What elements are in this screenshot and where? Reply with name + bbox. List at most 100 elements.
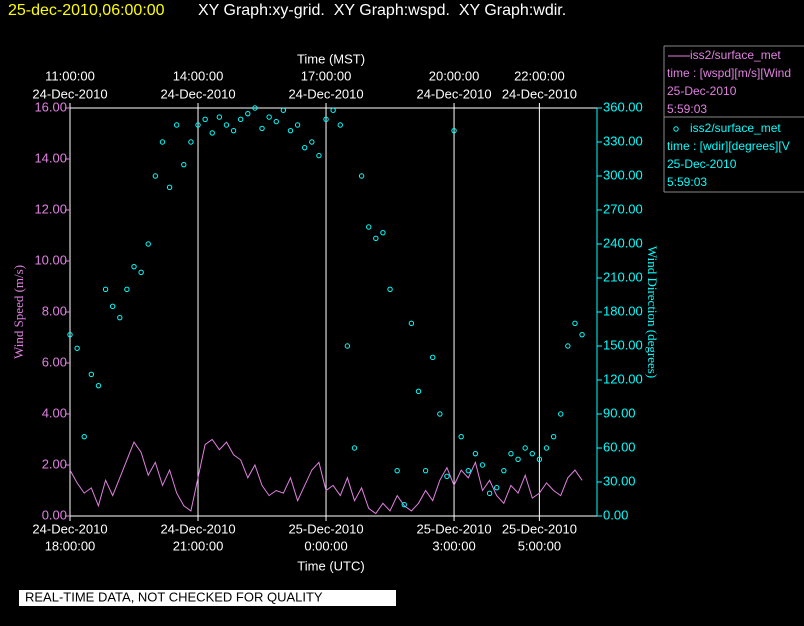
x2-tick-label: 17:00:00 xyxy=(301,68,352,83)
y2-axis-title: Wind Direction (degrees) xyxy=(645,246,660,378)
wind-direction-point xyxy=(515,456,521,463)
wind-direction-point xyxy=(387,286,393,293)
wind-direction-point xyxy=(522,445,528,451)
wind-direction-point xyxy=(422,467,429,474)
y2-tick-label: 270.00 xyxy=(603,201,643,216)
y2-tick-label: 150.00 xyxy=(603,337,643,352)
wind-direction-point xyxy=(501,467,507,474)
wind-direction-point xyxy=(181,161,187,168)
wind-direction-point xyxy=(494,484,500,491)
wind-direction-point xyxy=(252,105,258,111)
wind-direction-point xyxy=(124,286,130,293)
y2-tick-label: 300.00 xyxy=(603,167,643,182)
wind-direction-point xyxy=(401,501,407,508)
wind-direction-point xyxy=(145,241,151,247)
legend-detail: 25-Dec-2010 xyxy=(667,157,737,171)
wind-direction-point xyxy=(209,130,215,136)
wind-direction-point xyxy=(344,343,351,349)
x-tick-label: 0:00:00 xyxy=(304,538,347,553)
wind-direction-point xyxy=(88,371,95,378)
wind-direction-point xyxy=(230,127,237,134)
wind-direction-point xyxy=(486,490,493,497)
y2-tick-label: 180.00 xyxy=(603,303,643,318)
wind-direction-point xyxy=(131,263,137,270)
wind-direction-point xyxy=(550,433,557,440)
x2-tick-label: 24-Dec-2010 xyxy=(160,86,235,101)
y2-tick-label: 120.00 xyxy=(603,371,643,386)
wind-direction-point xyxy=(373,235,379,242)
x-tick-label: 3:00:00 xyxy=(432,538,475,553)
legend-detail: 5:59:03 xyxy=(667,175,707,189)
wind-direction-point xyxy=(237,116,244,123)
x2-tick-label: 24-Dec-2010 xyxy=(32,86,107,101)
wind-direction-point xyxy=(451,127,457,134)
y2-tick-label: 30.00 xyxy=(603,473,636,488)
x-tick-label: 18:00:00 xyxy=(45,538,96,553)
chart-title: 25-dec-2010,06:00:00 xyxy=(8,2,165,19)
chart-subtitle: XY Graph:xy-grid. XY Graph:wspd. XY Grap… xyxy=(198,2,566,19)
wind-direction-point xyxy=(81,433,87,440)
note-box xyxy=(19,590,396,606)
wind-direction-point xyxy=(294,122,301,128)
wind-direction-point xyxy=(543,445,550,451)
legend-detail: 25-Dec-2010 xyxy=(667,84,737,98)
wind-direction-point xyxy=(202,116,208,123)
wind-direction-point xyxy=(166,184,173,191)
wind-direction-point xyxy=(472,450,479,457)
wind-direction-point xyxy=(529,450,535,457)
wind-direction-point xyxy=(458,433,464,440)
wind-direction-point xyxy=(323,116,329,123)
wind-direction-point xyxy=(109,303,116,310)
y2-tick-label: 240.00 xyxy=(603,235,643,250)
y2-tick-label: 360.00 xyxy=(603,99,643,114)
x-tick-label: 25-Dec-2010 xyxy=(502,521,577,536)
wind-direction-point xyxy=(280,107,287,113)
x2-axis-title: Time (MST) xyxy=(297,51,365,66)
y2-tick-label: 330.00 xyxy=(603,133,643,148)
wind-direction-point xyxy=(558,411,564,417)
wind-direction-point xyxy=(266,114,272,120)
wind-direction-point xyxy=(102,286,109,293)
wind-direction-point xyxy=(309,139,315,145)
wind-direction-point xyxy=(216,114,223,120)
legend-marker xyxy=(673,126,679,132)
wind-direction-point xyxy=(572,320,578,327)
wind-direction-point xyxy=(380,229,386,236)
y-tick-label: 12.00 xyxy=(34,201,67,216)
x-axis-title: Time (UTC) xyxy=(297,558,364,573)
note: REAL-TIME DATA, NOT CHECKED FOR QUALITY xyxy=(25,589,323,604)
wind-direction-point xyxy=(259,125,265,132)
legend-detail: time : [wdir][degrees][V xyxy=(667,139,790,153)
x-tick-label: 25-Dec-2010 xyxy=(288,521,363,536)
wind-direction-point xyxy=(337,122,343,128)
x-tick-label: 21:00:00 xyxy=(173,538,224,553)
x2-tick-label: 14:00:00 xyxy=(173,68,224,83)
wind-direction-point xyxy=(301,144,308,151)
wind-direction-point xyxy=(479,462,486,468)
x2-tick-label: 22:00:00 xyxy=(514,68,565,83)
legend-label: iss2/surface_met xyxy=(690,121,781,135)
y-tick-label: 8.00 xyxy=(42,303,67,318)
wind-direction-point xyxy=(287,127,294,134)
x-tick-label: 25-Dec-2010 xyxy=(416,521,491,536)
y-tick-label: 0.00 xyxy=(42,507,67,522)
wind-direction-point xyxy=(245,110,251,117)
y-tick-label: 16.00 xyxy=(34,99,67,114)
wind-direction-point xyxy=(74,345,80,351)
wind-direction-point xyxy=(351,445,358,451)
wind-direction-point xyxy=(508,450,514,457)
wind-direction-point xyxy=(173,122,180,128)
x-tick-label: 5:00:00 xyxy=(518,538,561,553)
wind-direction-point xyxy=(188,139,194,145)
x2-tick-label: 24-Dec-2010 xyxy=(416,86,491,101)
x-tick-label: 24-Dec-2010 xyxy=(32,521,107,536)
wind-direction-point xyxy=(444,473,450,480)
legend-detail: time : [wspd][m/s][Wind xyxy=(667,66,791,80)
wind-direction-point xyxy=(408,320,415,327)
wind-direction-point xyxy=(394,467,400,474)
wind-direction-point xyxy=(316,152,322,159)
legend-detail: 5:59:03 xyxy=(667,102,707,116)
wind-direction-point xyxy=(565,343,571,349)
wind-direction-point xyxy=(152,173,159,179)
